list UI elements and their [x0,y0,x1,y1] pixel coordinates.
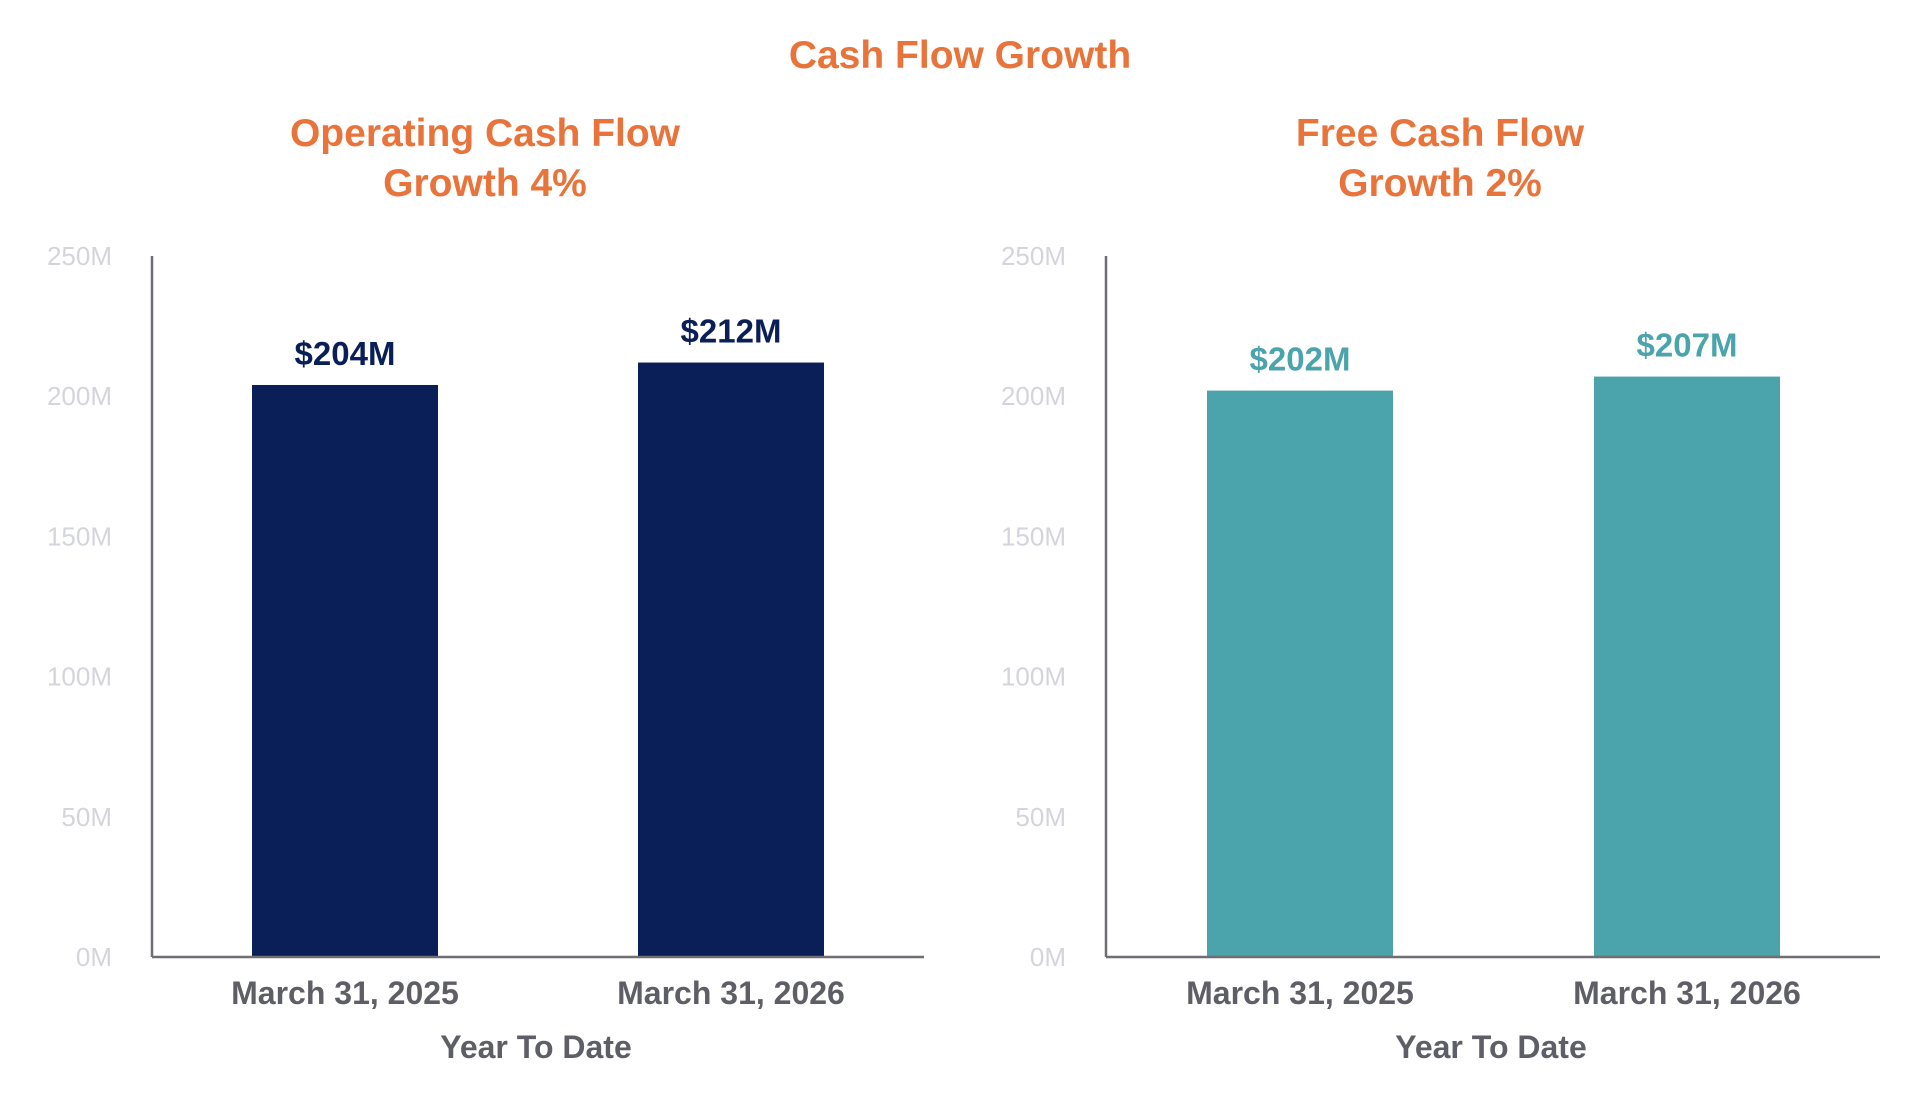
free-y-tick-label: 150M [1001,521,1066,551]
operating-y-tick-label: 200M [47,381,112,411]
operating-y-tick-label: 50M [61,802,112,832]
free-y-tick-label: 250M [1001,241,1066,271]
operating-y-tick-label: 0M [76,942,112,972]
operating-bar-1 [252,384,438,957]
operating-chart-title-line-2: Growth 4% [383,162,587,205]
free-bar-2 [1594,376,1780,957]
free-x-axis-title: Year To Date [1395,1029,1586,1065]
operating-bar-2 [638,362,824,957]
operating-x-axis-title: Year To Date [440,1029,631,1065]
operating-data-label-1: $204M [295,335,396,372]
free-category-label-2: March 31, 2026 [1573,975,1801,1011]
free-data-label-2: $207M [1637,327,1738,364]
free-y-tick-label: 100M [1001,662,1066,692]
operating-y-tick-label: 150M [47,521,112,551]
free-chart-title-line-2: Growth 2% [1338,162,1542,205]
figure-title: Cash Flow Growth [788,34,1132,77]
operating-category-label-2: March 31, 2026 [617,975,845,1011]
operating-y-tick-label: 250M [47,241,112,271]
free-y-tick-label: 0M [1030,942,1066,972]
operating-category-label-1: March 31, 2025 [231,975,459,1011]
operating-y-tick-label: 100M [47,662,112,692]
free-data-label-1: $202M [1250,341,1351,378]
free-bar-1 [1207,390,1393,957]
free-y-tick-label: 200M [1001,381,1066,411]
free-category-label-1: March 31, 2025 [1186,975,1414,1011]
operating-chart-title-line-1: Operating Cash Flow [290,112,681,155]
operating-data-label-2: $212M [681,313,782,350]
free-chart-title-line-1: Free Cash Flow [1296,112,1585,155]
free-y-tick-label: 50M [1015,802,1066,832]
